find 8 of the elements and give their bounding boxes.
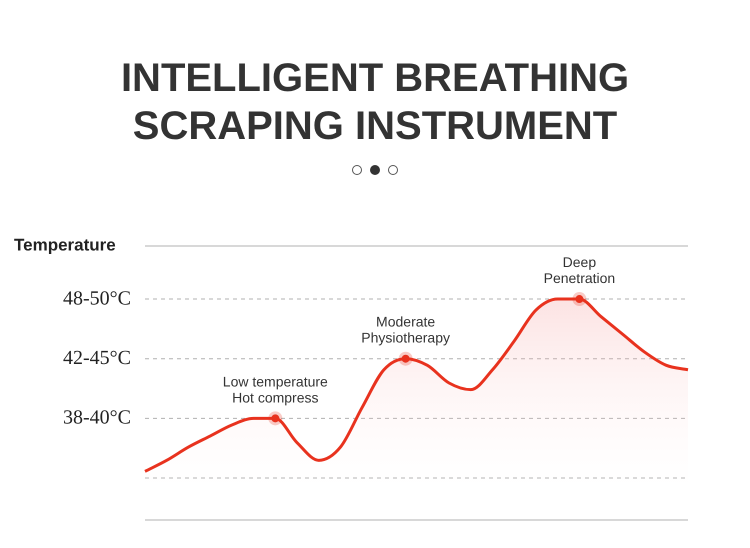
ref-line-label: 38-40°C <box>63 406 131 429</box>
y-axis-title: Temperature <box>14 236 116 255</box>
annotation: Low temperature Hot compress <box>222 373 328 406</box>
annotation: Deep Penetration <box>544 254 616 286</box>
annotation: Moderate Physiotherapy <box>361 314 450 346</box>
chart-title: INTELLIGENT BREATHING SCRAPING INSTRUMENT <box>120 55 630 150</box>
ref-line-label: 42-45°C <box>63 346 131 369</box>
ref-line-label: 48-50°C <box>63 287 131 310</box>
